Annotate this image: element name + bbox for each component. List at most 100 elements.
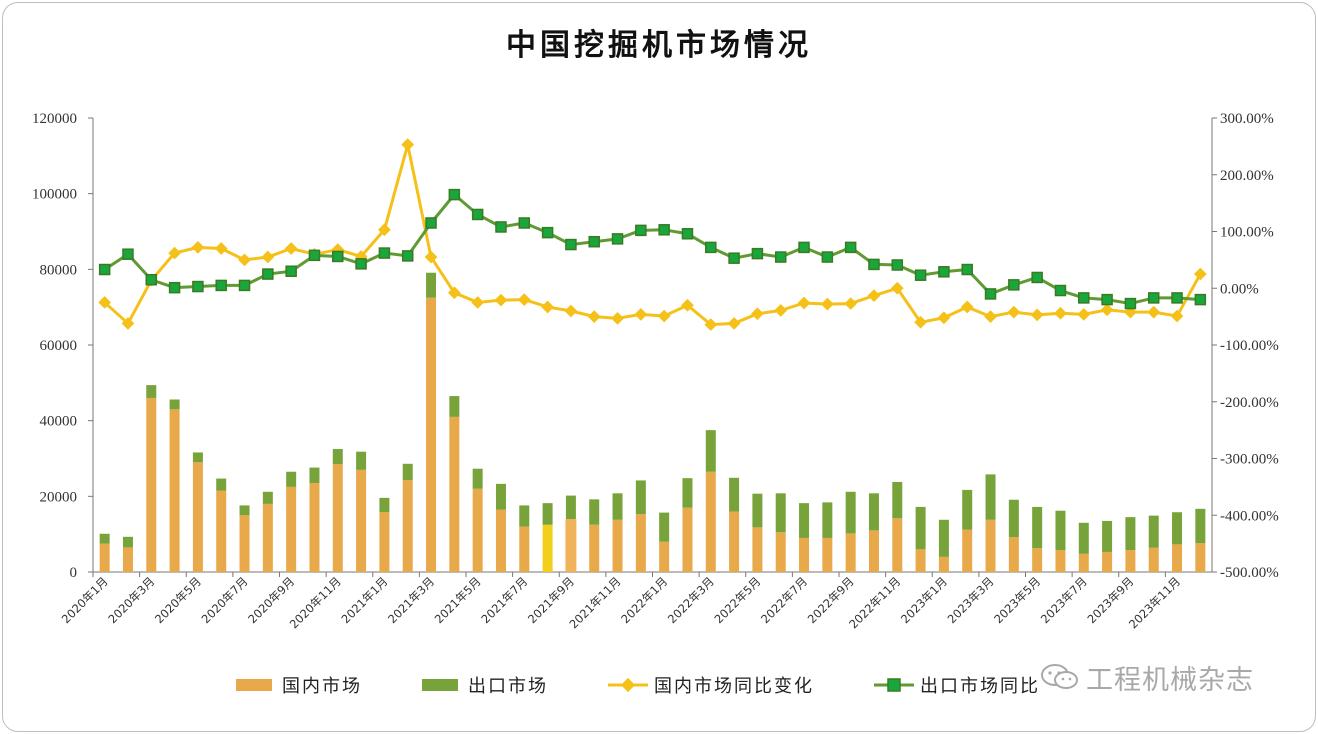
bar-export bbox=[239, 505, 250, 516]
bar-domestic bbox=[1008, 537, 1019, 572]
bar-export bbox=[892, 481, 903, 519]
legend-line-domestic-yoy bbox=[608, 677, 648, 693]
bar-export bbox=[845, 491, 856, 534]
point-domestic-yoy bbox=[494, 293, 508, 307]
bar-domestic bbox=[239, 515, 250, 572]
bar-export bbox=[659, 512, 670, 542]
right-tick-label: -500.00% bbox=[1220, 565, 1279, 581]
bar-export bbox=[589, 499, 600, 525]
right-tick-label: -200.00% bbox=[1220, 395, 1279, 411]
left-tick-label: 60000 bbox=[40, 338, 78, 354]
bar-export bbox=[262, 491, 273, 504]
point-domestic-yoy bbox=[238, 253, 251, 267]
point-domestic-yoy bbox=[541, 300, 554, 314]
right-tick-label: 300.00% bbox=[1220, 111, 1274, 127]
bar-domestic bbox=[1172, 544, 1183, 572]
point-domestic-yoy bbox=[284, 242, 298, 255]
right-tick-label: 100.00% bbox=[1220, 225, 1274, 241]
x-tick-label: 2022年1月 bbox=[618, 574, 670, 626]
x-tick-label: 2020年7月 bbox=[199, 574, 251, 626]
bar-domestic bbox=[542, 524, 553, 572]
point-domestic-yoy bbox=[517, 293, 531, 306]
point-export-yoy bbox=[1008, 279, 1020, 291]
point-export-yoy bbox=[168, 281, 181, 294]
point-domestic-yoy bbox=[168, 246, 181, 260]
bar-domestic bbox=[915, 549, 926, 572]
bar-export bbox=[122, 536, 133, 548]
bar-export bbox=[752, 493, 763, 528]
bar-domestic bbox=[705, 471, 716, 572]
point-export-yoy bbox=[728, 252, 740, 264]
bar-domestic bbox=[309, 483, 320, 572]
legend-line-export-yoy bbox=[874, 678, 914, 692]
x-tick-label: 2022年3月 bbox=[665, 574, 717, 626]
point-export-yoy bbox=[751, 247, 764, 260]
x-tick-label: 2023年5月 bbox=[991, 574, 1043, 626]
left-tick-label: 100000 bbox=[32, 187, 77, 203]
line-export-yoy bbox=[103, 193, 1201, 306]
point-domestic-yoy bbox=[937, 311, 951, 325]
bar-export bbox=[682, 478, 693, 508]
bar-export bbox=[775, 493, 786, 533]
bar-export bbox=[99, 533, 110, 544]
bar-domestic bbox=[1195, 543, 1206, 572]
bar-domestic bbox=[612, 519, 623, 572]
bar-export bbox=[472, 468, 483, 489]
point-export-yoy bbox=[192, 280, 204, 293]
legend-label-export-yoy: 出口市场同比 bbox=[920, 676, 1040, 697]
point-export-yoy bbox=[1078, 292, 1090, 304]
point-domestic-yoy bbox=[378, 223, 391, 237]
bar-domestic bbox=[1102, 551, 1113, 572]
point-export-yoy bbox=[705, 241, 717, 254]
bar-domestic bbox=[729, 511, 740, 572]
legend: 国内市场 出口市场 国内市场同比变化 出口市场同比 bbox=[0, 672, 1318, 698]
bar-domestic bbox=[565, 519, 577, 572]
x-tick-label: 2020年1月 bbox=[59, 574, 111, 626]
bar-domestic bbox=[332, 464, 343, 572]
bar-domestic bbox=[799, 537, 810, 572]
bar-domestic bbox=[1055, 550, 1066, 572]
point-domestic-yoy bbox=[1007, 305, 1021, 319]
bar-export bbox=[1102, 520, 1113, 552]
bar-domestic bbox=[1125, 550, 1136, 572]
bar-domestic bbox=[589, 524, 600, 572]
point-domestic-yoy bbox=[751, 307, 764, 321]
bar-export bbox=[799, 503, 810, 538]
bar-domestic bbox=[122, 547, 133, 572]
watermark: 工程机械杂志 bbox=[1040, 660, 1254, 696]
point-export-yoy bbox=[378, 247, 391, 259]
point-export-yoy bbox=[798, 241, 810, 254]
bar-domestic bbox=[635, 514, 646, 572]
point-domestic-yoy bbox=[797, 296, 811, 310]
bar-export bbox=[519, 505, 530, 527]
bar-domestic bbox=[962, 529, 973, 572]
point-domestic-yoy bbox=[1030, 308, 1044, 322]
bar-export bbox=[915, 506, 926, 550]
bar-export bbox=[962, 489, 973, 530]
point-export-yoy bbox=[611, 233, 624, 245]
bar-export bbox=[1055, 510, 1066, 551]
bar-domestic bbox=[169, 409, 180, 572]
point-domestic-yoy bbox=[727, 317, 741, 330]
bar-export bbox=[1008, 499, 1019, 538]
point-domestic-yoy bbox=[401, 138, 415, 152]
point-export-yoy bbox=[355, 258, 367, 270]
point-export-yoy bbox=[1101, 293, 1113, 306]
point-export-yoy bbox=[891, 259, 904, 271]
bar-export bbox=[309, 467, 320, 484]
point-export-yoy bbox=[308, 249, 321, 262]
point-export-yoy bbox=[448, 188, 461, 201]
bar-domestic bbox=[1078, 553, 1089, 572]
point-export-yoy bbox=[401, 250, 414, 262]
left-tick-label: 80000 bbox=[40, 262, 78, 278]
x-tick-label: 2020年3月 bbox=[105, 574, 157, 626]
bar-domestic bbox=[519, 526, 530, 572]
bar-export bbox=[565, 495, 576, 520]
point-export-yoy bbox=[518, 217, 531, 229]
left-tick-label: 20000 bbox=[40, 489, 78, 505]
point-domestic-yoy bbox=[611, 311, 624, 325]
point-domestic-yoy bbox=[471, 296, 485, 309]
bar-export bbox=[286, 471, 297, 487]
legend-swatch-export bbox=[422, 679, 458, 691]
point-export-yoy bbox=[658, 224, 670, 236]
